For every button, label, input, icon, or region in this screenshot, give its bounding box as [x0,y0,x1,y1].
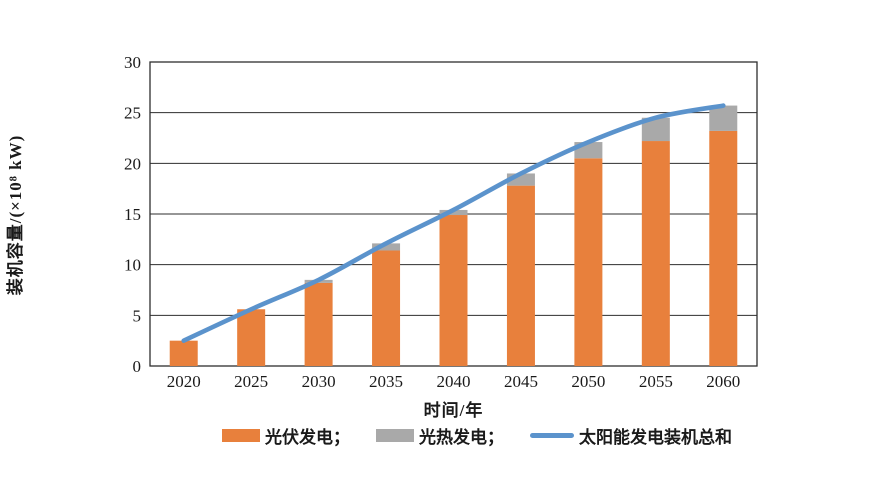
y-tick-label-10: 10 [124,256,141,275]
x-tick-label-2035: 2035 [369,372,403,391]
y-tick-label-15: 15 [124,205,141,224]
x-tick-label-2060: 2060 [706,372,740,391]
bar-pv-2055 [641,141,670,366]
legend-item-total: 太阳能发电装机总和 [530,423,732,448]
y-tick-label-5: 5 [133,306,142,325]
legend-item-pv: 光伏发电； [222,423,350,448]
bar-pv-2060 [709,130,738,366]
total-line-swatch-icon [530,433,574,438]
legend-label-pv: 光伏发电； [265,428,350,447]
bar-csp-2060 [709,105,738,131]
total-line [181,103,726,343]
bar-pv-2040 [439,215,468,366]
bar-pv-2025 [237,309,266,366]
bar-pv-2035 [372,250,401,366]
x-tick-label-2045: 2045 [504,372,538,391]
legend-label-total: 太阳能发电装机总和 [579,428,732,447]
legend: 光伏发电； 光热发电； 太阳能发电装机总和 [222,423,732,448]
bar-pv-2030 [304,282,333,366]
x-tick-label-2030: 2030 [302,372,336,391]
y-tick-label-30: 30 [124,53,141,72]
y-tick-label-25: 25 [124,104,141,123]
bar-pv-2050 [574,158,603,366]
x-tick-label-2050: 2050 [571,372,605,391]
x-tick-label-2025: 2025 [234,372,268,391]
x-tick-label-2020: 2020 [167,372,201,391]
x-tick-label-2040: 2040 [437,372,471,391]
bar-pv-2045 [506,185,535,366]
legend-item-csp: 光热发电； [376,423,504,448]
y-axis-title: 装机容量/(×10⁸ kW) [6,134,25,296]
legend-label-csp: 光热发电； [419,428,504,447]
bar-csp-2035 [372,243,401,251]
x-axis-title: 时间/年 [423,401,484,420]
y-tick-label-20: 20 [124,154,141,173]
bar-pv-2020 [169,340,198,366]
y-tick-label-0: 0 [133,357,142,376]
bar-csp-2055 [641,117,670,142]
x-tick-label-2055: 2055 [639,372,673,391]
csp-bar-swatch-icon [376,429,414,442]
pv-bar-swatch-icon [222,429,260,442]
